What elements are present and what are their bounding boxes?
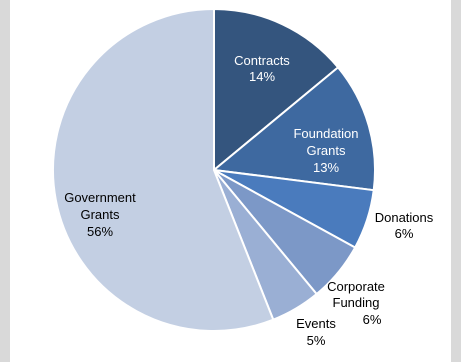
slice-name-contracts: Contracts xyxy=(234,53,290,68)
slice-name-donations: Donations xyxy=(375,210,434,225)
slice-value-contracts: 14% xyxy=(249,69,275,84)
slice-name-corporate-funding: Funding xyxy=(333,295,380,310)
pie-slice-contracts xyxy=(213,7,340,173)
slice-value-events: 5% xyxy=(307,333,326,348)
slice-label-government-grants: Government Grants 56% xyxy=(64,190,136,239)
slice-value-corporate-funding: 6% xyxy=(363,312,382,327)
slice-label-events: Events 5% xyxy=(296,316,336,348)
slice-name-events: Events xyxy=(296,316,336,331)
slice-value-foundation-grants: 13% xyxy=(313,160,339,175)
slice-label-foundation-grants: Foundation Grants 13% xyxy=(293,126,358,175)
slice-value-government-grants: 56% xyxy=(87,224,113,239)
slice-name-foundation-grants: Grants xyxy=(306,143,346,158)
pie-slice-foundation-grants xyxy=(211,65,376,192)
slice-name-government-grants: Grants xyxy=(80,207,120,222)
slice-name-corporate-funding: Corporate xyxy=(327,279,385,294)
slice-name-government-grants: Government xyxy=(64,190,136,205)
pie-slice-government-grants xyxy=(51,7,275,332)
slice-value-donations: 6% xyxy=(395,226,414,241)
slice-name-foundation-grants: Foundation xyxy=(293,126,358,141)
